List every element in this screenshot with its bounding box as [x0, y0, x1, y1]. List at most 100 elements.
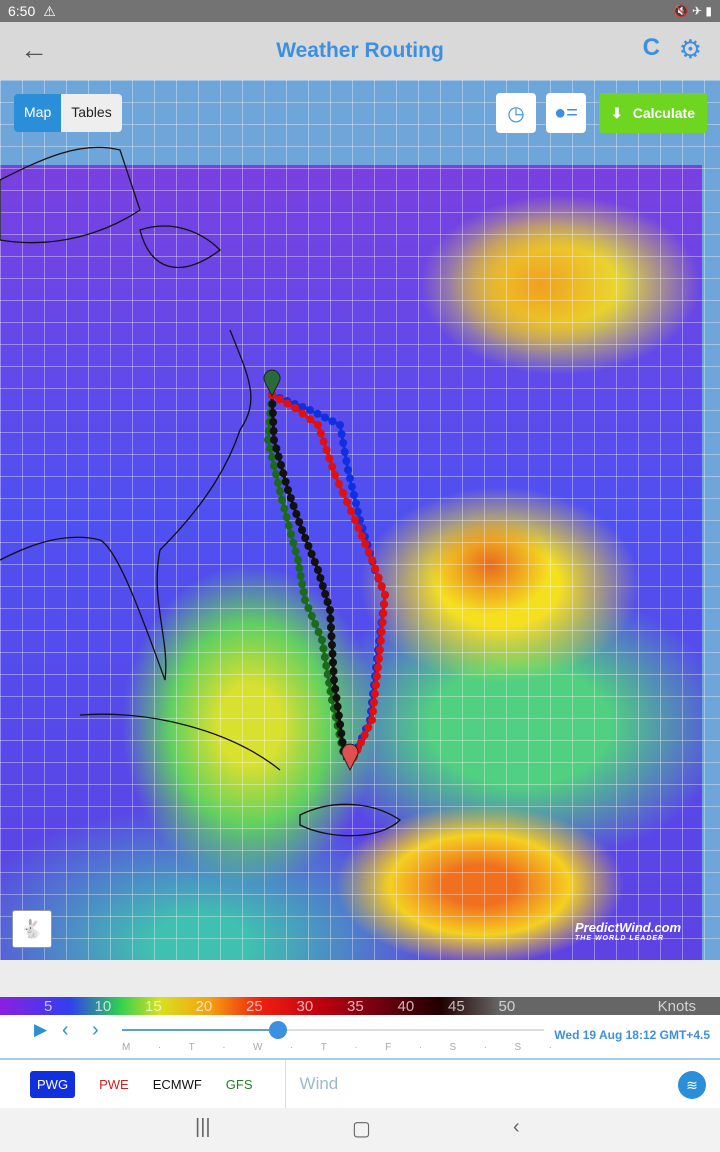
route-point [331, 471, 339, 479]
model-gfs[interactable]: GFS [225, 1076, 253, 1092]
route-point [268, 400, 277, 408]
route-point [376, 636, 385, 645]
route-point [374, 573, 383, 582]
route-point [319, 437, 328, 446]
route-point [377, 582, 386, 591]
waypoint-list-icon[interactable]: ●= [546, 93, 586, 133]
day-label: · [354, 1042, 358, 1053]
start-marker[interactable] [263, 369, 281, 398]
time-slider[interactable] [122, 1029, 544, 1031]
legend-value: 25 [246, 997, 263, 1015]
current-time: Wed 19 Aug 18:12 GMT+4.5 [554, 1028, 710, 1042]
back-arrow-icon[interactable]: ← [20, 34, 48, 65]
day-label: M [122, 1042, 131, 1053]
route-point [277, 461, 285, 469]
gear-icon[interactable]: ⚙ [678, 34, 702, 64]
route-point [340, 448, 349, 456]
route-point [298, 403, 307, 411]
previous-icon[interactable]: ‹ [62, 1019, 69, 1041]
calculate-button[interactable]: ⬇ Calculate [599, 93, 707, 133]
route-point [351, 516, 359, 524]
route-point [329, 667, 338, 676]
time-slider-handle[interactable] [269, 1021, 288, 1039]
route-point [274, 452, 283, 461]
route-point [310, 558, 319, 566]
refresh-icon[interactable]: C [642, 34, 660, 61]
route-point [325, 454, 334, 463]
map-view[interactable]: Map Tables ◷ ●= ⬇ Calculate 🐇 PredictWind… [0, 80, 720, 960]
route-point [375, 654, 383, 663]
route-point [318, 636, 326, 644]
back-nav-icon[interactable]: ‹ [513, 1116, 520, 1138]
route-point [268, 409, 277, 417]
route-point [328, 462, 337, 471]
route-point [307, 612, 316, 620]
end-marker[interactable] [341, 743, 359, 772]
route-point [299, 588, 308, 596]
android-nav-bar: ||| ▢ ‹ [0, 1108, 720, 1152]
route-point [323, 598, 332, 606]
route-point [268, 453, 276, 462]
route-point [279, 469, 288, 478]
route-point [294, 556, 302, 564]
route-point [301, 596, 309, 604]
route-point [318, 582, 327, 590]
divider [284, 1060, 286, 1108]
legend-value: 5 [44, 997, 53, 1015]
clock-icon[interactable]: ◷ [496, 93, 536, 133]
route-point [281, 477, 290, 486]
route-point [327, 623, 335, 632]
route-point [314, 421, 322, 429]
page-title: Weather Routing [276, 39, 444, 62]
route-point [307, 550, 316, 558]
route-point [364, 723, 373, 732]
route-point [342, 457, 351, 465]
route-point [344, 466, 352, 474]
download-icon: ⬇ [611, 104, 623, 121]
route-point [291, 547, 300, 556]
day-label: T [188, 1042, 195, 1053]
layers-icon[interactable]: ≋ [678, 1071, 706, 1099]
route-point [295, 564, 304, 572]
legend-value: 10 [94, 997, 112, 1015]
route-point [284, 521, 293, 530]
route-point [306, 406, 314, 414]
day-label: S [514, 1042, 522, 1053]
route-point [282, 513, 291, 522]
route-point [276, 487, 284, 496]
route-point [330, 676, 338, 684]
play-icon[interactable]: ▶ [34, 1020, 48, 1039]
route-point [373, 672, 381, 681]
route-point [298, 409, 307, 418]
model-pwg[interactable]: PWG [30, 1070, 76, 1098]
routes-layer [0, 146, 402, 837]
legend-unit: Knots [657, 997, 696, 1015]
route-point [368, 716, 376, 724]
coastline [0, 146, 252, 681]
model-pwe[interactable]: PWE [99, 1076, 129, 1092]
tab-tables[interactable]: Tables [61, 94, 122, 132]
home-icon[interactable]: ▢ [352, 1118, 371, 1140]
model-ecmwf[interactable]: ECMWF [152, 1076, 202, 1092]
route-point [266, 444, 274, 453]
route-point [289, 502, 298, 510]
day-label: · [157, 1042, 162, 1053]
route-point [270, 461, 278, 470]
model-selector: PWG PWE ECMWF GFS Wind ≋ [0, 1060, 720, 1108]
route-point [354, 524, 363, 532]
next-icon[interactable]: › [92, 1019, 99, 1041]
route-point [357, 738, 365, 747]
route-point [320, 653, 329, 662]
route-point [348, 482, 356, 491]
route-point [339, 489, 347, 497]
route-point [274, 478, 282, 487]
day-label: · [418, 1042, 423, 1053]
tab-map[interactable]: Map [14, 94, 62, 132]
route-point [339, 439, 348, 447]
recents-icon[interactable]: ||| [195, 1116, 211, 1138]
route-point [368, 556, 376, 564]
route-point [287, 530, 296, 539]
warning-icon: ⚠ [43, 2, 56, 19]
route-point [295, 518, 304, 526]
speed-hare-icon[interactable]: 🐇 [12, 910, 52, 948]
